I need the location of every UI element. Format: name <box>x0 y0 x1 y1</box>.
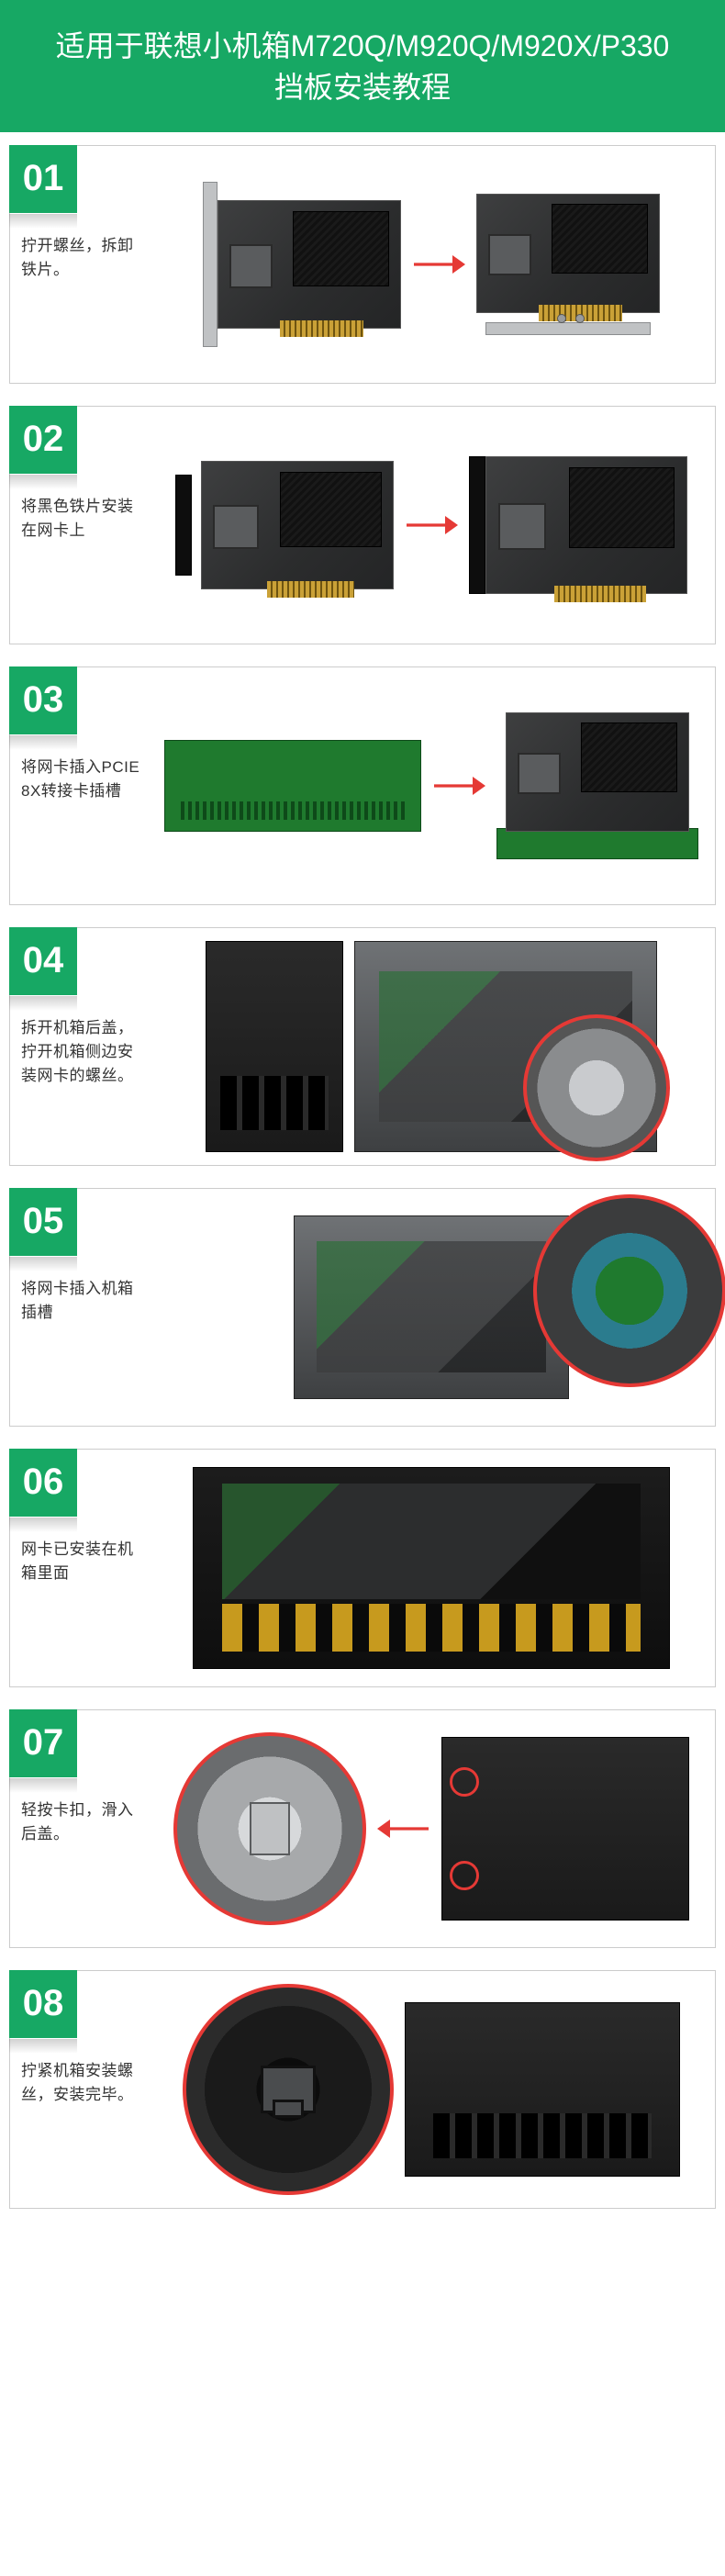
screwdriver-closeup-circle <box>523 1014 670 1161</box>
header-line2: 挡板安装教程 <box>18 67 707 108</box>
open-chassis-front-card-installed <box>193 1467 670 1669</box>
card-with-full-bracket <box>203 182 401 347</box>
ethernet-port-icon <box>261 2066 316 2113</box>
step-image-area <box>157 146 715 383</box>
full-height-bracket <box>203 182 218 347</box>
network-card <box>201 461 394 589</box>
step-number-shadow <box>9 475 77 489</box>
riser-under-card <box>496 828 698 859</box>
chassis-with-riser <box>294 1215 569 1399</box>
detached-bracket <box>485 322 651 335</box>
page-header: 适用于联想小机箱M720Q/M920Q/M920X/P330 挡板安装教程 <box>0 0 725 132</box>
pcie-edge-connector <box>554 586 646 602</box>
arrow-right-icon <box>405 512 458 538</box>
step-number-shadow <box>9 735 77 750</box>
step-number-shadow <box>9 996 77 1011</box>
step-image-area <box>157 1189 715 1426</box>
card-seated-on-riser <box>496 712 698 859</box>
step-image-area <box>157 1971 715 2208</box>
step-05: 05 将网卡插入机箱插槽 <box>9 1188 716 1427</box>
step-04: 04 拆开机箱后盖，拧开机箱侧边安装网卡的螺丝。 <box>9 927 716 1166</box>
assembled-mini-pc-rear <box>405 2002 680 2177</box>
network-card <box>485 456 687 594</box>
step-number-badge: 07 <box>9 1709 77 1777</box>
step-01: 01 拧开螺丝，拆卸铁片。 <box>9 145 716 384</box>
step-number-shadow <box>9 1778 77 1793</box>
step-number-shadow <box>9 1518 77 1532</box>
steps-container: 01 拧开螺丝，拆卸铁片。 02 将黑色铁片安装在网卡上 <box>0 132 725 2234</box>
step-number-badge: 04 <box>9 927 77 995</box>
step-number-badge: 03 <box>9 666 77 734</box>
card-and-loose-bracket <box>476 194 660 335</box>
step-number-badge: 05 <box>9 1188 77 1256</box>
mini-pc-rear-standing <box>206 941 343 1152</box>
chassis-cover-with-markers <box>441 1737 689 1921</box>
step-number-badge: 08 <box>9 1970 77 2038</box>
step-08: 08 拧紧机箱安装螺丝，安装完毕。 <box>9 1970 716 2209</box>
ethernet-port-closeup-circle <box>183 1984 394 2195</box>
cover-clip-closeup-circle <box>173 1732 366 1925</box>
low-profile-bracket-attached <box>469 456 485 594</box>
step-number-badge: 06 <box>9 1449 77 1517</box>
pcie-edge-connector <box>280 320 363 337</box>
arrow-right-icon <box>412 252 465 277</box>
step-06: 06 网卡已安装在机箱里面 <box>9 1449 716 1687</box>
rear-io-ports <box>220 1076 329 1130</box>
step-02: 02 将黑色铁片安装在网卡上 <box>9 406 716 644</box>
step-image-area <box>157 667 715 904</box>
cover-clip <box>250 1802 290 1855</box>
pcie-8x-riser <box>164 740 421 832</box>
step-number-badge: 01 <box>9 145 77 213</box>
step-image-area <box>157 928 715 1165</box>
network-card <box>506 712 689 832</box>
step-image-area <box>157 407 715 644</box>
pcie-edge-connector <box>267 581 355 598</box>
rear-io-ports <box>433 2113 652 2158</box>
card-with-low-bracket <box>469 456 687 594</box>
loose-screws <box>557 314 585 323</box>
step-image-area <box>157 1710 715 1947</box>
step-03: 03 将网卡插入PCIE 8X转接卡插槽 <box>9 666 716 905</box>
step-number-shadow <box>9 1257 77 1271</box>
step-07: 07 轻按卡扣，滑入后盖。 <box>9 1709 716 1948</box>
arrow-right-icon <box>432 773 485 799</box>
riser-seated-closeup-circle <box>533 1194 725 1387</box>
low-profile-bracket-black <box>175 475 192 576</box>
step-image-area <box>157 1450 715 1686</box>
header-line1: 适用于联想小机箱M720Q/M920Q/M920X/P330 <box>18 26 707 67</box>
card-beside-low-bracket <box>175 461 394 589</box>
network-card <box>218 200 401 329</box>
step-number-badge: 02 <box>9 406 77 474</box>
arrow-left-icon <box>377 1816 430 1842</box>
network-card-no-bracket <box>476 194 660 313</box>
step-number-shadow <box>9 214 77 229</box>
step-number-shadow <box>9 2039 77 2054</box>
open-chassis-wrap <box>354 941 657 1152</box>
